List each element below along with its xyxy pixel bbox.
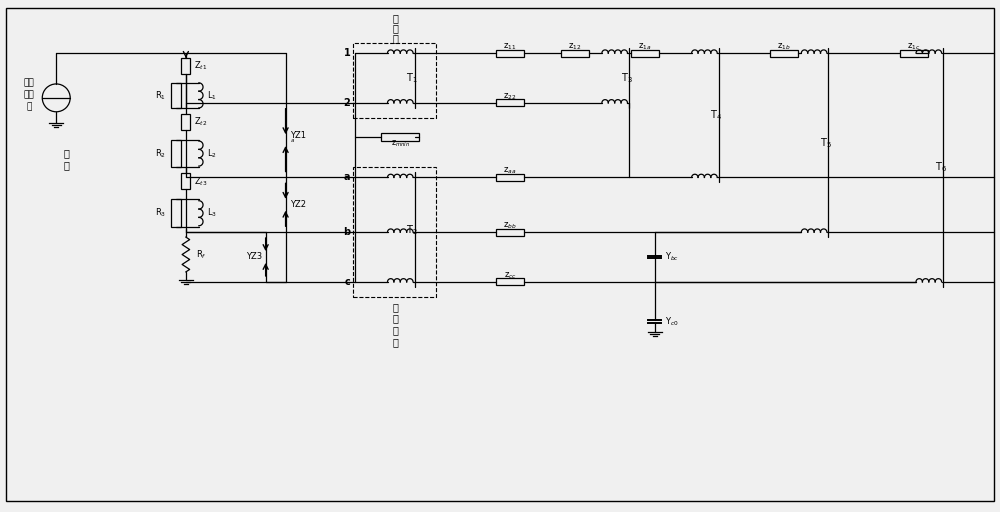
Text: R$_3$: R$_3$: [155, 207, 166, 220]
Bar: [171, 140, 181, 167]
Text: R$_f$: R$_f$: [196, 248, 207, 261]
Bar: [561, 50, 589, 57]
Text: T$_1$: T$_1$: [406, 71, 418, 85]
Text: 电: 电: [392, 314, 398, 324]
Text: T$_3$: T$_3$: [621, 71, 633, 85]
Text: 电流: 电流: [24, 91, 35, 99]
Text: L$_3$: L$_3$: [207, 207, 217, 220]
Bar: [181, 174, 190, 189]
Bar: [381, 133, 419, 141]
Text: z$_{1a}$: z$_{1a}$: [638, 41, 651, 52]
Text: 杆: 杆: [63, 148, 69, 159]
Bar: [353, 167, 436, 297]
Text: 源: 源: [27, 102, 32, 111]
Text: T$_5$: T$_5$: [820, 136, 832, 150]
Bar: [171, 83, 181, 108]
Text: 2: 2: [344, 98, 350, 108]
Text: Z$_{t3}$: Z$_{t3}$: [194, 175, 207, 188]
Bar: [900, 50, 928, 57]
Text: $_a$: $_a$: [290, 136, 295, 144]
Bar: [496, 174, 524, 181]
Text: z$_{22}$: z$_{22}$: [503, 91, 517, 101]
Text: Z$_{t2}$: Z$_{t2}$: [194, 116, 207, 128]
Bar: [171, 199, 181, 227]
Bar: [631, 50, 659, 57]
Text: c: c: [345, 277, 350, 287]
Text: z$_{1c}$: z$_{1c}$: [907, 41, 921, 52]
Bar: [181, 58, 190, 74]
Bar: [496, 229, 524, 236]
Bar: [496, 99, 524, 106]
Text: YZ2: YZ2: [290, 200, 306, 209]
Bar: [496, 50, 524, 57]
Bar: [770, 50, 798, 57]
Text: 避: 避: [392, 13, 398, 24]
Text: z$_{bb}$: z$_{bb}$: [503, 220, 517, 231]
Text: 塔: 塔: [63, 160, 69, 170]
Text: T$_6$: T$_6$: [935, 161, 947, 175]
Text: b: b: [343, 227, 350, 237]
Text: 输: 输: [392, 302, 398, 312]
Text: YZ3: YZ3: [246, 252, 262, 262]
Text: 冲击: 冲击: [24, 78, 35, 88]
Text: YZ1: YZ1: [290, 131, 306, 140]
Text: 1: 1: [344, 48, 350, 58]
Text: 导: 导: [392, 326, 398, 335]
Text: z$_{11}$: z$_{11}$: [503, 41, 517, 52]
Text: z$_{mnin}$: z$_{mnin}$: [391, 139, 410, 149]
Bar: [181, 114, 190, 130]
Text: 雷: 雷: [392, 23, 398, 33]
Text: T$_2$: T$_2$: [406, 223, 418, 237]
Text: R$_2$: R$_2$: [155, 147, 166, 160]
Text: a: a: [344, 173, 350, 182]
Text: z$_{cc}$: z$_{cc}$: [504, 270, 516, 281]
Bar: [353, 43, 436, 118]
Text: R$_1$: R$_1$: [155, 89, 166, 101]
Text: T$_4$: T$_4$: [710, 109, 722, 122]
Text: 线: 线: [392, 337, 398, 348]
Text: Y$_{c0}$: Y$_{c0}$: [665, 315, 678, 328]
Text: z$_{1b}$: z$_{1b}$: [777, 41, 791, 52]
Text: Z$_{t1}$: Z$_{t1}$: [194, 60, 207, 72]
Bar: [496, 279, 524, 285]
Text: Y$_{bc}$: Y$_{bc}$: [665, 251, 679, 263]
Text: z$_{12}$: z$_{12}$: [568, 41, 581, 52]
Text: L$_1$: L$_1$: [207, 89, 217, 101]
Text: L$_2$: L$_2$: [207, 147, 217, 160]
Text: z$_{aa}$: z$_{aa}$: [503, 166, 517, 176]
Text: 线: 线: [392, 33, 398, 43]
